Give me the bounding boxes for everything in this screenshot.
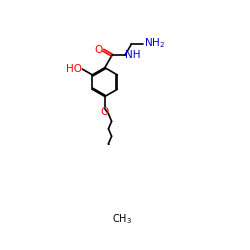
Text: HO: HO [66, 64, 82, 74]
Text: NH: NH [125, 50, 140, 60]
Text: NH$_2$: NH$_2$ [144, 36, 165, 50]
Text: CH$_3$: CH$_3$ [112, 212, 132, 226]
Text: O: O [94, 45, 102, 55]
Text: O: O [101, 107, 109, 117]
